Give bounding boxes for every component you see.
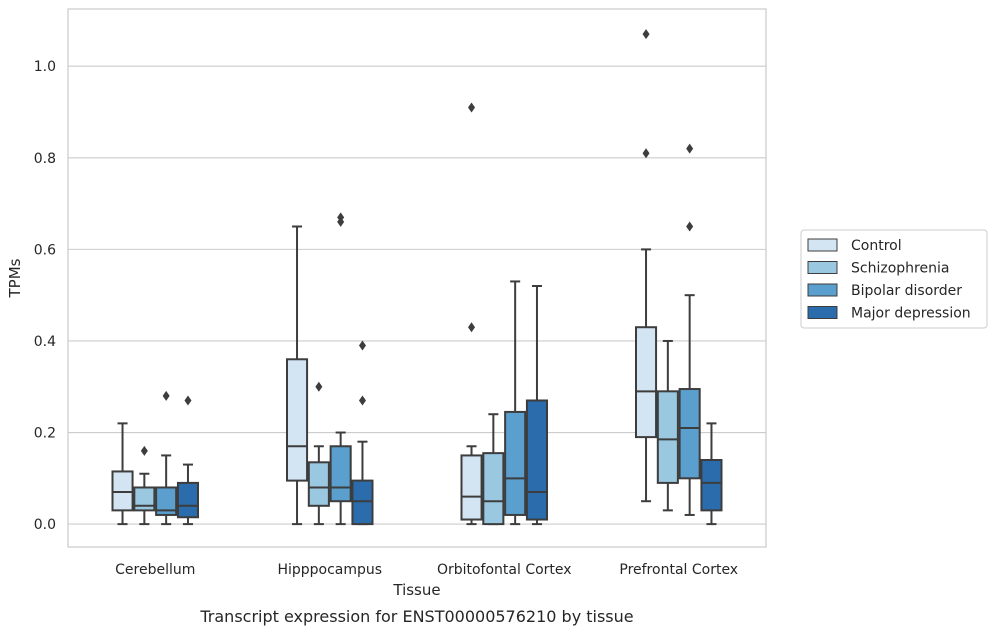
box xyxy=(460,454,483,521)
box xyxy=(307,461,330,507)
box-group xyxy=(482,413,505,526)
box xyxy=(351,479,374,526)
box xyxy=(700,459,723,512)
box-group xyxy=(700,422,723,526)
legend-frame xyxy=(800,229,988,329)
y-tick-label: 0.8 xyxy=(34,151,56,167)
outlier-marker xyxy=(468,102,476,113)
outlier-marker xyxy=(642,29,650,40)
legend-label: Major depression xyxy=(851,306,971,322)
x-tick-label: Orbitofontal Cortex xyxy=(437,562,572,578)
box xyxy=(155,486,178,516)
box xyxy=(525,399,549,521)
outlier-marker xyxy=(686,143,694,154)
outlier-marker xyxy=(162,390,170,401)
outlier-marker xyxy=(140,445,148,456)
y-axis-label: TPMs xyxy=(6,258,24,298)
box-group xyxy=(656,339,679,512)
box xyxy=(111,470,134,512)
box-group xyxy=(678,143,701,516)
box xyxy=(656,390,679,484)
x-tick-label: Cerebellum xyxy=(115,562,195,578)
outlier-marker xyxy=(358,340,366,351)
box-group xyxy=(634,29,658,503)
grid-layer xyxy=(68,65,766,525)
box-group xyxy=(111,422,134,526)
outlier-marker xyxy=(686,221,694,232)
box-group xyxy=(307,381,330,526)
outlier-marker xyxy=(315,381,323,392)
outlier-marker xyxy=(642,148,650,159)
y-tick-label: 1.0 xyxy=(34,59,56,75)
x-tick-label: Hipppocampus xyxy=(277,562,382,578)
box-group xyxy=(504,280,527,526)
box xyxy=(634,326,658,439)
box xyxy=(285,358,309,482)
box-group xyxy=(133,445,156,526)
y-tick-label: 0.6 xyxy=(34,242,56,258)
legend-swatch xyxy=(807,306,838,319)
box-layer xyxy=(111,29,723,526)
legend-label: Control xyxy=(851,238,902,254)
legend-swatch xyxy=(807,238,838,252)
box xyxy=(482,452,505,526)
box-group xyxy=(285,225,309,526)
outlier-marker xyxy=(468,322,476,333)
box-group xyxy=(525,285,549,526)
box xyxy=(678,388,701,480)
box-group xyxy=(155,390,178,526)
x-axis-label: Tissue xyxy=(392,581,440,599)
box xyxy=(504,410,527,516)
chart-caption: Transcript expression for ENST0000057621… xyxy=(199,607,633,626)
box-group xyxy=(329,212,352,526)
box xyxy=(176,481,200,519)
outlier-marker xyxy=(337,212,345,223)
y-tick-label: 0.0 xyxy=(34,517,56,533)
legend-swatch xyxy=(807,261,838,274)
legend-label: Schizophrenia xyxy=(851,261,949,277)
tick-layer: 0.0 0.2 0.4 0.6 0.8 1.0 Cerebellum Hipppocampus… xyxy=(34,59,738,578)
outlier-marker xyxy=(358,395,366,406)
box-group xyxy=(176,395,200,526)
outlier-marker xyxy=(184,395,192,406)
plot-frame xyxy=(67,8,767,548)
box-group xyxy=(460,102,483,526)
legend-label: Bipolar disorder xyxy=(851,283,962,299)
legend: Control Schizophrenia Bipolar disorder Majo… xyxy=(800,229,988,329)
legend-swatch xyxy=(807,283,838,297)
box xyxy=(133,486,156,512)
y-tick-label: 0.2 xyxy=(34,426,56,442)
y-tick-label: 0.4 xyxy=(34,334,56,350)
box-group xyxy=(351,340,374,526)
x-tick-label: Prefrontal Cortex xyxy=(619,562,738,578)
box xyxy=(329,445,352,503)
